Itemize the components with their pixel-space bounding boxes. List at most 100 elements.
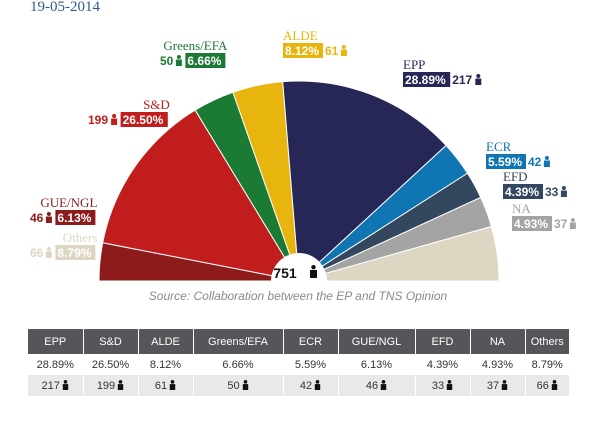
person-icon [446, 379, 453, 390]
seat-count-gue-ngl: 46 [30, 211, 44, 225]
table-header-efd: EFD [414, 329, 470, 354]
person-icon [560, 186, 567, 197]
seat-value: 61 [154, 379, 168, 392]
percent-label-greens-efa: 6.66% [187, 54, 221, 68]
person-icon [501, 379, 508, 390]
person-icon [340, 45, 347, 56]
table-cell-percent: 6.66% [192, 354, 283, 375]
percent-label-gue-ngl: 6.13% [57, 211, 91, 225]
percent-badge-gue-ngl [55, 210, 96, 225]
person-icon [310, 265, 317, 278]
table-header-others: Others [524, 329, 569, 354]
table-cell-seats: 42 [282, 375, 338, 396]
seat-count-epp: 217 [452, 73, 472, 87]
percent-label-alde: 8.12% [285, 44, 319, 58]
table-cell-percent: 6.13% [337, 354, 415, 375]
table-cell-seats: 66 [524, 375, 569, 396]
source-note: Source: Collaboration between the EP and… [148, 289, 448, 303]
party-name-efd: EFD [503, 169, 528, 184]
table-header-epp: EPP [28, 329, 83, 354]
percent-badge-ecr [486, 154, 526, 169]
person-icon [45, 212, 52, 223]
person-icon [169, 379, 176, 390]
table-cell-percent: 4.39% [414, 354, 470, 375]
person-icon [45, 247, 52, 258]
seat-value: 33 [431, 379, 445, 392]
seat-value: 37 [486, 379, 500, 392]
party-name-gue-ngl: GUE/NGL [40, 195, 97, 210]
table-cell-percent: 4.93% [469, 354, 525, 375]
table-row-seats: 217 199 61 50 42 46 33 37 66 [28, 375, 569, 396]
table-cell-seats: 37 [469, 375, 525, 396]
table-header-s-d: S&D [82, 329, 138, 354]
percent-label-efd: 4.39% [505, 185, 539, 199]
seat-value: 42 [299, 379, 313, 392]
percent-badge-others [55, 245, 96, 260]
label-s-d: S&D 199 26.50% [88, 97, 170, 127]
person-icon [569, 218, 576, 229]
seat-value: 46 [365, 379, 379, 392]
table-cell-seats: 33 [414, 375, 470, 396]
table-header-alde: ALDE [137, 329, 193, 354]
percent-label-epp: 28.89% [405, 73, 446, 87]
center-hub [271, 253, 327, 290]
table-cell-seats: 217 [28, 375, 83, 396]
table-cell-seats: 50 [192, 375, 283, 396]
percent-label-na: 4.93% [514, 217, 548, 231]
seat-count-greens-efa: 50 [160, 54, 174, 68]
table-cell-seats: 61 [137, 375, 193, 396]
table-cell-percent: 26.50% [82, 354, 138, 375]
table-header-row: EPP S&D ALDE Greens/EFA ECR GUE/NGL EFD NA Other… [28, 329, 569, 354]
table-cell-percent: 8.12% [137, 354, 193, 375]
seat-count-efd: 33 [545, 185, 559, 199]
seat-count-na: 37 [554, 217, 568, 231]
person-icon [314, 379, 321, 390]
table-cell-percent: 8.79% [524, 354, 569, 375]
label-others: Others 66 8.79% [30, 230, 97, 260]
seat-value: 217 [41, 379, 60, 392]
seat-value: 199 [96, 379, 116, 392]
person-icon [62, 379, 69, 390]
percent-label-others: 8.79% [57, 246, 91, 260]
party-name-ecr: ECR [486, 139, 512, 154]
person-icon [551, 379, 558, 390]
percent-badge-efd [503, 184, 543, 199]
table-header-greens-efa: Greens/EFA [192, 329, 283, 354]
seat-count-ecr: 42 [528, 155, 542, 169]
party-name-alde: ALDE [283, 28, 318, 43]
party-name-epp: EPP [403, 57, 425, 72]
table-cell-percent: 5.59% [282, 354, 338, 375]
percent-badge-s-d [120, 112, 168, 127]
table-header-gue-ngl: GUE/NGL [337, 329, 415, 354]
table-row-percent: 28.89% 26.50% 8.12% 6.66% 5.59% 6.13% 4.39% 4.9… [28, 354, 569, 375]
person-icon [111, 114, 118, 125]
person-icon [380, 379, 387, 390]
percent-label-s-d: 26.50% [123, 113, 164, 127]
percent-label-ecr: 5.59% [488, 155, 522, 169]
party-name-na: NA [512, 201, 531, 216]
seat-table: EPP S&D ALDE Greens/EFA ECR GUE/NGL EFD NA Other… [28, 329, 569, 396]
party-name-s-d: S&D [143, 97, 170, 112]
percent-badge-epp [403, 72, 451, 87]
label-na: NA4.93% 37 [512, 201, 576, 231]
seat-value: 66 [536, 379, 549, 392]
seat-count-s-d: 199 [88, 113, 108, 127]
table-header-ecr: ECR [282, 329, 338, 354]
percent-badge-greens-efa [185, 53, 226, 68]
person-icon [475, 74, 482, 85]
percent-badge-alde [283, 43, 323, 58]
date-label: 19-05-2014 [30, 0, 100, 15]
table-cell-percent: 28.89% [28, 354, 83, 375]
total-seats: 751 [273, 265, 297, 281]
person-icon [242, 379, 249, 390]
person-icon [117, 379, 124, 390]
seat-count-alde: 61 [325, 44, 339, 58]
table-cell-seats: 199 [82, 375, 138, 396]
person-icon [175, 55, 182, 66]
